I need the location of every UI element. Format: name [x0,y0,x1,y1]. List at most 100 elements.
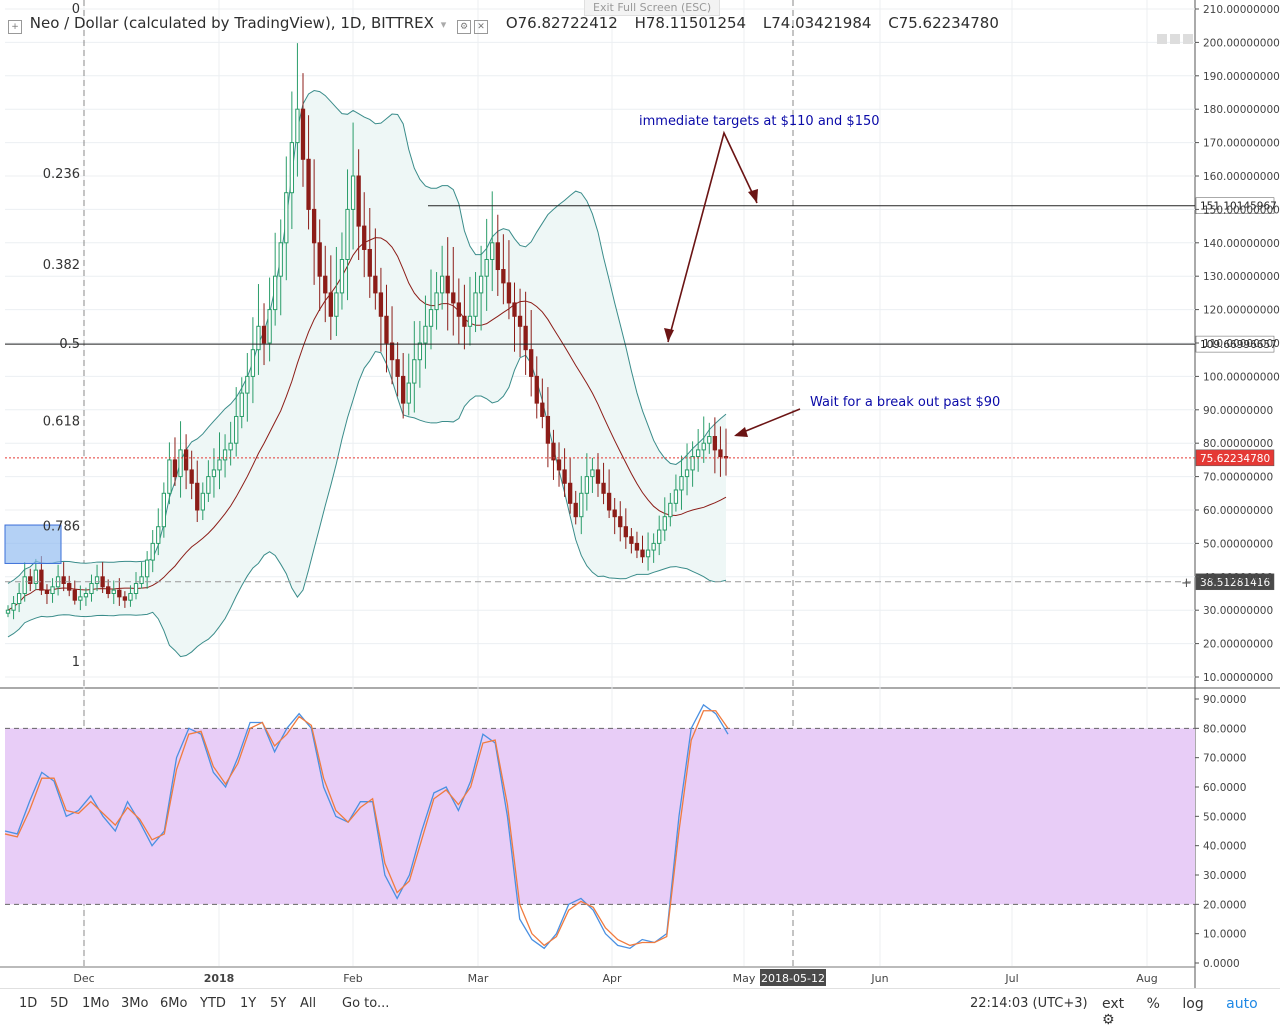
candle-up [33,569,38,584]
time-tick-label: Jul [1004,972,1018,985]
crosshair-date-tag [760,969,826,986]
price-axis[interactable]: 10.00000000 20.00000000 30.00000000 40.0000… [1195,4,1280,970]
bollinger-bands [7,90,727,658]
expand-icon[interactable]: + [8,20,22,34]
candle-up [273,275,278,311]
candle-down [39,569,44,591]
candle-down [356,175,361,227]
candle-up [473,292,478,317]
price-110-label: 109.66996657 [1200,339,1277,351]
candle-up [133,582,139,594]
breakout-annotation[interactable]: Wait for a break out past $90 [810,395,1001,410]
time-tick-label: May [733,972,756,985]
range-1y-button[interactable]: 1Y [240,996,257,1011]
clock-readout[interactable]: 22:14:03 (UTC+3) [970,996,1088,1011]
candle-up [78,596,83,601]
candle-up [139,576,144,584]
settings-icon[interactable]: ⚙ [457,20,472,34]
price-tick-label: 180.00000000 [1203,104,1280,116]
ext-button[interactable]: ext [1102,996,1125,1012]
log-button[interactable]: log [1182,996,1204,1012]
candle-down [378,292,384,317]
candle-down [317,242,322,277]
candle-up [345,208,350,260]
candle-down [612,509,617,518]
candle-down [261,325,267,344]
candle-up [22,576,27,594]
candle-down [529,349,534,377]
candle-down [634,542,640,551]
candle-up [684,469,690,478]
range-1mo-button[interactable]: 1Mo [82,996,110,1011]
rsi-tick-label: 40.0000 [1203,841,1246,853]
candle-up [83,593,89,598]
price-tick-label: 120.00000000 [1203,305,1280,317]
candle-up [284,192,289,244]
percent-button[interactable]: % [1146,996,1160,1012]
price-tick-label: 60.00000000 [1203,505,1273,517]
candle-up [579,492,584,518]
goto-button[interactable]: Go to... [342,996,390,1011]
candle-down [517,315,523,327]
candle-down [72,589,77,601]
candle-down [523,325,528,351]
pane-controls[interactable] [1157,34,1196,47]
price-tick-label: 20.00000000 [1203,639,1273,651]
candle-up [267,309,272,344]
candle-down [61,576,66,584]
candle-up [339,259,345,294]
candle-up [245,375,250,394]
candle-up [5,609,11,614]
bollinger-lower [7,350,727,658]
range-1d-button[interactable]: 1D [19,996,38,1011]
time-axis[interactable]: Dec 2018 Feb Mar Apr May 2018-05-12 Jun Jul Aug [73,969,1158,986]
price-tick-label: 100.00000000 [1203,371,1280,383]
breakout-arrowhead [734,427,748,437]
auto-button[interactable]: auto [1226,996,1258,1012]
candle-up [657,529,662,544]
rsi-tick-label: 30.0000 [1203,870,1246,882]
time-tick-label: Apr [602,972,622,985]
candle-up [234,415,239,444]
pane-down-icon[interactable] [1157,34,1167,44]
gear-icon[interactable]: ⚙ [1102,1012,1115,1028]
candle-down [623,526,628,538]
rsi-tick-label: 20.0000 [1203,899,1246,911]
targets-annotation[interactable]: immediate targets at $110 and $150 [639,114,880,129]
range-ytd-button[interactable]: YTD [200,996,226,1011]
stoch-d-line [4,710,729,947]
range-6mo-button[interactable]: 6Mo [160,996,188,1011]
arrowhead-150 [748,189,758,203]
price-tick-label: 30.00000000 [1203,605,1273,617]
chart-title[interactable]: Neo / Dollar (calculated by TradingView)… [29,14,434,32]
chevron-down-icon[interactable]: ▾ [440,18,447,31]
candle-down [640,549,645,558]
range-5d-button[interactable]: 5D [50,996,69,1011]
candle-down [606,492,612,511]
close-icon[interactable]: ✕ [474,20,489,34]
candle-down [629,536,634,544]
candle-up [428,309,434,327]
range-all-button[interactable]: All [300,996,317,1011]
exit-fullscreen-button[interactable]: Exit Full Screen (ESC) [584,0,721,16]
candle-up [94,576,100,584]
candle-up [701,442,706,451]
candle-down [384,315,389,344]
price-tick-label: 200.00000000 [1203,37,1280,49]
candle-down [567,482,573,504]
candle-up [167,459,172,494]
stoch-k-line [4,703,729,950]
candle-up [590,469,595,478]
pane-up-icon[interactable] [1170,34,1180,44]
candle-down [367,248,372,277]
fib-level-label: 0 [72,2,80,17]
candle-down [712,436,718,451]
range-5y-button[interactable]: 5Y [270,996,287,1011]
candle-up [490,242,495,261]
range-3mo-button[interactable]: 3Mo [121,996,149,1011]
pane-maximize-icon[interactable] [1183,34,1193,44]
candle-up [222,449,228,461]
candle-up [111,589,116,594]
candle-down [512,302,517,317]
